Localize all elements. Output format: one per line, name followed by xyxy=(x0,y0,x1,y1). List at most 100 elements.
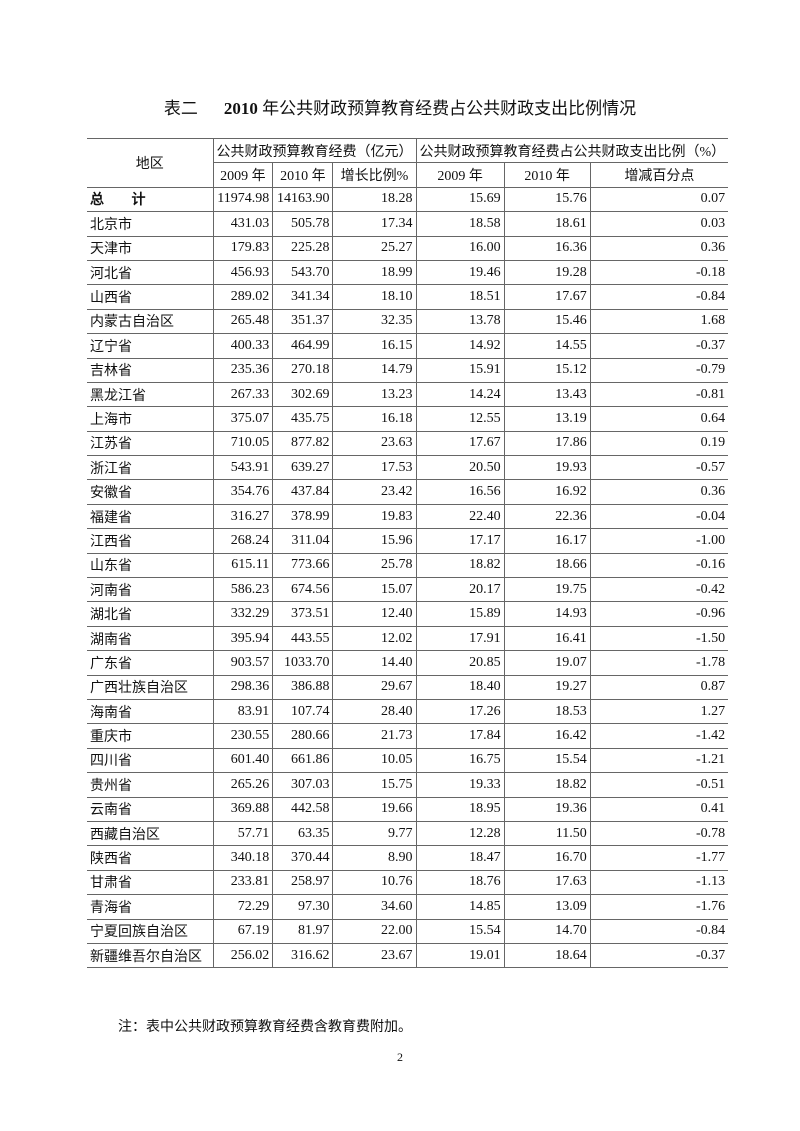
cell-ratio-2009: 13.78 xyxy=(415,308,505,335)
cell-region: 河南省 xyxy=(87,577,214,603)
cell-growth: 25.78 xyxy=(332,552,417,579)
table-row: 云南省 369.88 442.58 19.66 18.95 19.36 0.41 xyxy=(87,796,729,822)
cell-growth: 21.73 xyxy=(332,723,417,749)
cell-exp-2009: 456.93 xyxy=(212,259,274,286)
cell-exp-2010: 107.74 xyxy=(272,698,334,725)
table-row: 辽宁省 400.33 464.99 16.15 14.92 14.55 -0.37 xyxy=(87,333,729,359)
cell-ratio-2009: 18.51 xyxy=(415,284,505,310)
cell-ratio-2010: 19.28 xyxy=(503,259,591,286)
cell-ratio-2010: 14.93 xyxy=(503,601,591,627)
cell-ratio-2009: 22.40 xyxy=(415,503,505,530)
cell-exp-2009: 375.07 xyxy=(212,406,274,432)
header-growth: 增长比例% xyxy=(332,162,417,188)
cell-growth: 32.35 xyxy=(332,308,417,335)
cell-exp-2009: 233.81 xyxy=(212,869,274,896)
cell-growth: 29.67 xyxy=(332,674,417,700)
cell-ratio-2010: 14.55 xyxy=(503,333,591,359)
cell-exp-2010: 877.82 xyxy=(272,430,334,457)
cell-region: 浙江省 xyxy=(87,455,214,481)
table-row: 北京市 431.03 505.78 17.34 18.58 18.61 0.03 xyxy=(87,211,729,237)
cell-exp-2009: 83.91 xyxy=(212,698,274,725)
cell-region: 山西省 xyxy=(87,284,214,310)
cell-exp-2010: 341.34 xyxy=(272,284,334,310)
cell-ratio-2009: 18.47 xyxy=(415,845,505,871)
cell-region: 福建省 xyxy=(87,503,214,530)
cell-exp-2009: 615.11 xyxy=(212,552,274,579)
table-row: 湖北省 332.29 373.51 12.40 15.89 14.93 -0.96 xyxy=(87,601,729,627)
cell-exp-2010: 378.99 xyxy=(272,503,334,530)
cell-exp-2009: 72.29 xyxy=(212,894,274,920)
cell-exp-2010: 464.99 xyxy=(272,333,334,359)
cell-change-points: 0.87 xyxy=(589,674,729,700)
cell-exp-2010: 435.75 xyxy=(272,406,334,432)
cell-exp-2009: 179.83 xyxy=(212,235,274,261)
cell-region: 四川省 xyxy=(87,747,214,774)
cell-region: 海南省 xyxy=(87,698,214,725)
cell-ratio-2010: 15.54 xyxy=(503,747,591,774)
table-row: 山东省 615.11 773.66 25.78 18.82 18.66 -0.16 xyxy=(87,552,729,579)
cell-ratio-2010: 18.53 xyxy=(503,698,591,725)
cell-growth: 16.15 xyxy=(332,333,417,359)
cell-change-points: -0.78 xyxy=(589,820,729,847)
cell-exp-2009: 369.88 xyxy=(212,796,274,822)
cell-exp-2009: 340.18 xyxy=(212,845,274,871)
table-title: 表二 2010 年公共财政预算教育经费占公共财政支出比例情况 xyxy=(0,94,800,119)
cell-exp-2010: 14163.90 xyxy=(272,186,334,213)
cell-exp-2009: 11974.98 xyxy=(212,186,274,213)
cell-region: 甘肃省 xyxy=(87,869,214,896)
cell-change-points: -0.79 xyxy=(589,357,729,383)
cell-ratio-2009: 14.85 xyxy=(415,894,505,920)
cell-exp-2009: 395.94 xyxy=(212,625,274,652)
cell-change-points: -1.50 xyxy=(589,625,729,652)
cell-growth: 17.34 xyxy=(332,211,417,237)
cell-ratio-2009: 17.17 xyxy=(415,528,505,554)
cell-exp-2010: 311.04 xyxy=(272,528,334,554)
cell-ratio-2009: 18.76 xyxy=(415,869,505,896)
cell-growth: 23.63 xyxy=(332,430,417,457)
cell-change-points: 0.64 xyxy=(589,406,729,432)
table-row: 河南省 586.23 674.56 15.07 20.17 19.75 -0.42 xyxy=(87,577,729,603)
cell-ratio-2010: 15.12 xyxy=(503,357,591,383)
cell-growth: 23.42 xyxy=(332,479,417,505)
cell-change-points: 0.03 xyxy=(589,211,729,237)
cell-exp-2009: 710.05 xyxy=(212,430,274,457)
cell-region: 湖南省 xyxy=(87,625,214,652)
cell-exp-2009: 267.33 xyxy=(212,381,274,408)
cell-region: 青海省 xyxy=(87,894,214,920)
cell-region: 广西壮族自治区 xyxy=(87,674,214,700)
table-row: 江苏省 710.05 877.82 23.63 17.67 17.86 0.19 xyxy=(87,430,729,457)
cell-growth: 15.96 xyxy=(332,528,417,554)
cell-exp-2010: 505.78 xyxy=(272,211,334,237)
cell-growth: 25.27 xyxy=(332,235,417,261)
cell-ratio-2009: 12.28 xyxy=(415,820,505,847)
cell-exp-2010: 280.66 xyxy=(272,723,334,749)
cell-growth: 16.18 xyxy=(332,406,417,432)
cell-change-points: -1.77 xyxy=(589,845,729,871)
table-row: 青海省 72.29 97.30 34.60 14.85 13.09 -1.76 xyxy=(87,894,729,920)
cell-exp-2010: 225.28 xyxy=(272,235,334,261)
table-row: 上海市 375.07 435.75 16.18 12.55 13.19 0.64 xyxy=(87,406,729,432)
cell-change-points: -0.04 xyxy=(589,503,729,530)
cell-ratio-2009: 19.46 xyxy=(415,259,505,286)
cell-region: 吉林省 xyxy=(87,357,214,383)
header-region: 地区 xyxy=(87,138,214,188)
cell-exp-2009: 265.26 xyxy=(212,772,274,798)
cell-ratio-2009: 14.24 xyxy=(415,381,505,408)
cell-exp-2010: 674.56 xyxy=(272,577,334,603)
cell-ratio-2009: 16.56 xyxy=(415,479,505,505)
cell-ratio-2010: 16.92 xyxy=(503,479,591,505)
cell-ratio-2009: 15.91 xyxy=(415,357,505,383)
cell-exp-2010: 370.44 xyxy=(272,845,334,871)
footnote: 注：表中公共财政预算教育经费含教育费附加。 xyxy=(118,1020,412,1035)
cell-exp-2009: 265.48 xyxy=(212,308,274,335)
cell-ratio-2010: 13.19 xyxy=(503,406,591,432)
table-row: 广东省 903.57 1033.70 14.40 20.85 19.07 -1.78 xyxy=(87,650,729,676)
table-row: 贵州省 265.26 307.03 15.75 19.33 18.82 -0.51 xyxy=(87,772,729,798)
cell-region: 广东省 xyxy=(87,650,214,676)
cell-change-points: -1.21 xyxy=(589,747,729,774)
header-2009-exp: 2009 年 xyxy=(212,162,274,188)
cell-ratio-2010: 16.36 xyxy=(503,235,591,261)
cell-exp-2010: 97.30 xyxy=(272,894,334,920)
cell-ratio-2010: 14.70 xyxy=(503,918,591,944)
cell-ratio-2009: 17.91 xyxy=(415,625,505,652)
